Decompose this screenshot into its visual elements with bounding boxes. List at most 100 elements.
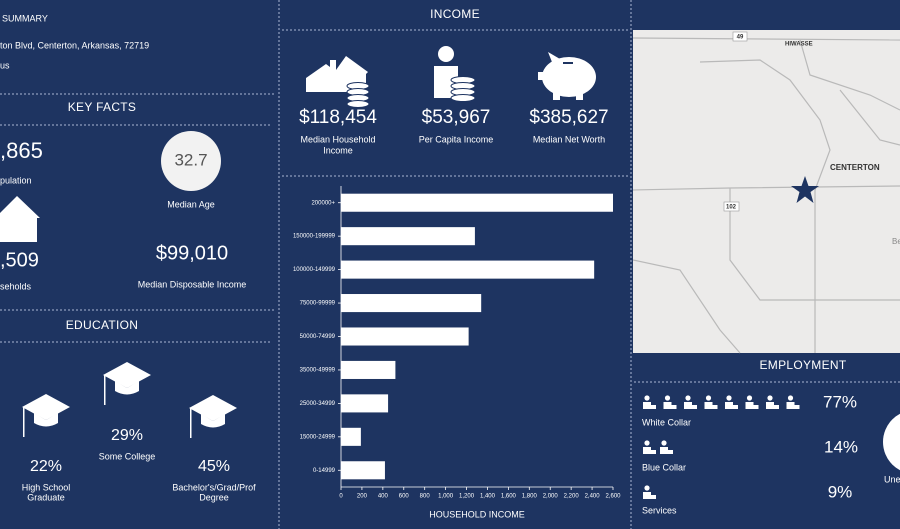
worker-icon (660, 447, 673, 454)
bar (341, 327, 469, 346)
y-tick-label: 100000-149999 (293, 267, 336, 273)
summary-title: SUMMARY (2, 13, 48, 23)
worker-icon (663, 402, 677, 409)
y-tick-label: 35000-49999 (300, 368, 336, 374)
edu-value: 22% (30, 458, 62, 475)
employment-label: Services (642, 505, 677, 515)
worker-icon (787, 395, 794, 401)
x-tick-label: 1,400 (480, 494, 496, 500)
employment-value: 9% (828, 482, 853, 501)
employment-value: 77% (823, 392, 857, 411)
worker-icon (644, 440, 650, 446)
income-title: INCOME (430, 7, 480, 21)
y-tick-label: 50000-74999 (300, 334, 336, 340)
bar (341, 260, 595, 279)
x-tick-label: 2,600 (605, 494, 621, 500)
employment-label: Blue Collar (642, 462, 686, 472)
edu-value: 29% (111, 427, 143, 444)
worker-icon (704, 402, 718, 409)
edu-label: Degree (199, 492, 229, 502)
y-tick-label: 200000+ (311, 200, 335, 206)
employment-label: White Collar (642, 417, 691, 427)
x-tick-label: 2,200 (564, 494, 580, 500)
bar (341, 394, 389, 413)
y-tick-label: 150000-199999 (293, 234, 336, 240)
income-label: Median Net Worth (533, 134, 605, 144)
median-disposable-income-label: Median Disposable Income (138, 279, 247, 289)
x-tick-label: 2,000 (543, 494, 559, 500)
worker-icon (644, 395, 650, 401)
x-axis-title: HOUSEHOLD INCOME (429, 509, 525, 519)
worker-icon (725, 402, 738, 409)
x-tick-label: 1,200 (459, 494, 475, 500)
x-tick-label: 1,000 (438, 494, 454, 500)
edu-label: Some College (99, 451, 156, 461)
worker-icon (661, 440, 667, 446)
edu-label: Graduate (27, 492, 65, 502)
y-tick-label: 0-14999 (313, 468, 336, 474)
worker-icon (664, 395, 671, 401)
y-tick-label: 15000-24999 (300, 434, 336, 440)
employment-icons (643, 395, 800, 499)
income-value: $385,627 (529, 107, 608, 128)
employment-value: 14% (824, 437, 858, 456)
house-icon (0, 196, 40, 242)
map-shield: 102 (726, 205, 737, 211)
income-label: Income (323, 145, 353, 155)
median-age: 32.7 (174, 150, 207, 169)
bar (341, 294, 482, 313)
households: ,509 (0, 249, 39, 271)
map-place: HIWASSE (785, 42, 813, 48)
x-tick-label: 400 (378, 494, 389, 500)
worker-icon (705, 395, 712, 401)
location-star (791, 176, 819, 203)
key-facts-title: KEY FACTS (68, 100, 137, 114)
employment-title: EMPLOYMENT (759, 358, 846, 372)
map-place: CENTERTON (830, 163, 880, 172)
edu-value: 45% (198, 458, 230, 475)
population: ,865 (0, 138, 43, 163)
x-tick-label: 2,400 (585, 494, 601, 500)
households-label: seholds (0, 281, 32, 291)
education-title: EDUCATION (66, 318, 138, 332)
bar (341, 427, 361, 446)
edu-label: High School (22, 482, 71, 492)
worker-icon (767, 395, 773, 401)
worker-icon (643, 402, 656, 409)
map-place: Be (892, 237, 900, 246)
worker-icon (766, 402, 779, 409)
address: ton Blvd, Centerton, Arkansas, 72719 (0, 40, 149, 50)
y-tick-label: 25000-34999 (300, 401, 336, 407)
worker-icon (786, 402, 800, 409)
household-income-chart: 0 200 400 600 800 1,000 1,200 1,400 1,600 1,800 2,… (293, 186, 621, 500)
income-label: Per Capita Income (419, 134, 494, 144)
x-tick-label: 800 (420, 494, 431, 500)
population-label: pulation (0, 175, 32, 185)
summary-note: us (0, 60, 10, 70)
worker-icon (643, 447, 656, 454)
bar (341, 461, 385, 480)
x-tick-label: 0 (339, 494, 343, 500)
worker-icon (746, 395, 753, 401)
grad-cap-icons (22, 362, 237, 438)
median-age-circle (161, 131, 221, 191)
bar (341, 193, 613, 212)
unemployment-label: Une (884, 474, 900, 484)
unemployment-circle (883, 413, 900, 471)
income-label: Median Household (300, 134, 375, 144)
x-tick-label: 200 (357, 494, 368, 500)
income-value: $53,967 (422, 107, 491, 128)
worker-icon (685, 395, 691, 401)
map: 49 102 HIWASSE CENTERTON Be (632, 30, 900, 354)
x-tick-label: 600 (399, 494, 410, 500)
worker-icon (745, 402, 759, 409)
x-tick-label: 1,600 (501, 494, 517, 500)
worker-icon (643, 492, 656, 499)
income-value: $118,454 (299, 107, 377, 128)
median-age-label: Median Age (167, 199, 215, 209)
worker-icon (726, 395, 732, 401)
worker-icon (644, 485, 650, 491)
map-shield: 49 (737, 35, 744, 41)
x-tick-label: 1,800 (522, 494, 538, 500)
